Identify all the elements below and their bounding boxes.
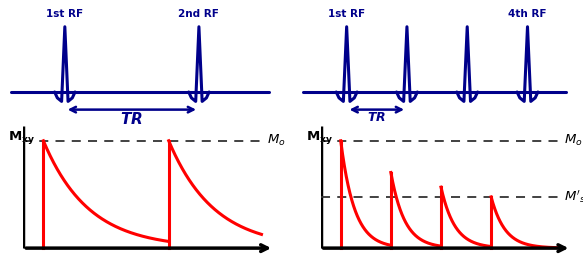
Text: $\mathbf{M_{xy}}$: $\mathbf{M_{xy}}$ — [8, 129, 36, 146]
Text: $\bfit{TR}$: $\bfit{TR}$ — [367, 111, 387, 124]
Text: 1st RF: 1st RF — [46, 9, 83, 19]
Text: $\mathbf{M_{xy}}$: $\mathbf{M_{xy}}$ — [305, 129, 333, 146]
Text: $M_o$: $M_o$ — [564, 133, 583, 148]
Text: $M_o$: $M_o$ — [267, 133, 286, 148]
Text: $M'_{ss}$: $M'_{ss}$ — [564, 189, 583, 205]
Text: 1st RF: 1st RF — [328, 9, 365, 19]
Text: 4th RF: 4th RF — [508, 9, 547, 19]
Text: $\bfit{TR}$: $\bfit{TR}$ — [121, 111, 143, 127]
Text: 2nd RF: 2nd RF — [178, 9, 219, 19]
